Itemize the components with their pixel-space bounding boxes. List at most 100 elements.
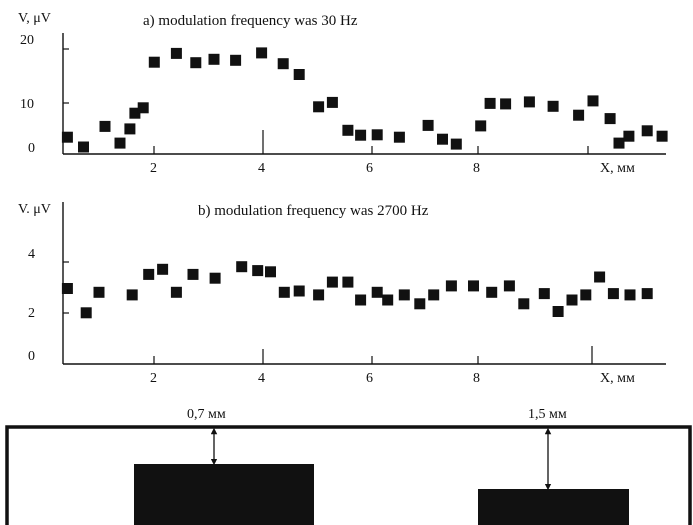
panel-b-data-point — [518, 298, 530, 310]
panel-b-data-point — [126, 289, 138, 301]
panel-a-title: a) modulation frequency was 30 Hz — [143, 13, 358, 29]
panel-a-data-point — [99, 120, 111, 132]
sample-block-left — [134, 464, 314, 525]
panel-a-data-point — [422, 119, 434, 131]
panel-b-y-ticks: 0 2 4 — [28, 247, 69, 364]
panel-a-data-point — [230, 54, 242, 66]
panel-b-data-point — [607, 288, 619, 300]
panel-a-y-tick-label: 0 — [28, 141, 35, 156]
panel-b-data-point — [580, 289, 592, 301]
panel-b-data-point — [157, 263, 169, 275]
panel-a-data-point — [371, 129, 383, 141]
panel-a-x-tick-label: 2 — [150, 161, 157, 176]
panel-b-data-point — [641, 288, 653, 300]
panel-a-data-point — [61, 131, 73, 143]
panel-a-x-tick-label: 4 — [258, 161, 265, 176]
panel-a-data-point — [656, 130, 668, 142]
panel-a-data-point — [393, 131, 405, 143]
panel-a-xlabel: X, мм — [600, 161, 635, 176]
panel-b-y-tick-label: 4 — [28, 247, 35, 262]
panel-b-data-point — [428, 289, 440, 301]
panel-b-data-point — [414, 298, 426, 310]
panel-a-data-point — [190, 57, 202, 69]
panel-a-data-point — [437, 133, 448, 145]
panel-a-data-point — [170, 47, 182, 59]
dimension-label-right: 1,5 мм — [528, 407, 567, 422]
panel-a-data-point — [587, 95, 599, 107]
panel-b-x-tick-label: 4 — [258, 371, 265, 386]
panel-b-data-point — [468, 280, 479, 292]
sample-frame — [5, 425, 692, 525]
panel-b-data-point — [313, 289, 325, 301]
panel-b-data-point — [170, 286, 182, 298]
panel-b-data-point — [143, 268, 155, 280]
panel-b-x-tick-label: 2 — [150, 371, 157, 386]
panel-b-data-point — [252, 265, 264, 277]
panel-a-data-point — [623, 130, 635, 142]
panel-a-data-point — [547, 100, 559, 112]
panel-b-data-point — [278, 286, 290, 298]
panel-a-data-point — [342, 124, 354, 136]
panel-b-data-point — [80, 307, 92, 319]
panel-a-data-point — [523, 96, 535, 108]
panel-b-x-tick-label: 6 — [366, 371, 373, 386]
panel-b-data-point — [594, 271, 606, 283]
panel-b-y-tick-label: 2 — [28, 306, 35, 321]
panel-b-data-point — [93, 286, 105, 298]
panel-b-data-point — [552, 306, 564, 317]
panel-b-data-point — [61, 283, 73, 294]
panel-a: a) modulation frequency was 30 Hz V, μV … — [18, 11, 668, 176]
panel-b-data-point — [293, 285, 305, 297]
panel-a-y-ticks: 0 10 20 — [20, 33, 69, 156]
panel-b-data-point — [236, 261, 248, 273]
panel-b-xlabel: X, мм — [600, 371, 635, 386]
panel-b-title: b) modulation frequency was 2700 Hz — [198, 203, 429, 219]
sample-block-right — [478, 489, 629, 525]
panel-b-data-point — [503, 280, 515, 292]
panel-b-data-point — [538, 288, 550, 300]
panel-b-data-point — [342, 276, 354, 288]
panel-b-data-point — [624, 289, 636, 301]
panel-a-data-point — [137, 102, 149, 114]
panel-b-data-point — [445, 280, 457, 292]
panel-a-data-point — [613, 137, 625, 149]
panel-a-data-point — [78, 141, 89, 153]
panel-a-data-point — [573, 109, 585, 121]
panel-a-data-point — [450, 138, 462, 150]
panel-b: b) modulation frequency was 2700 Hz V. μ… — [18, 202, 666, 386]
panel-a-data-point — [293, 69, 305, 80]
panel-a-y-tick-label: 10 — [20, 97, 34, 112]
panel-a-data-point — [500, 98, 512, 110]
panel-a-data-point — [641, 125, 653, 137]
panel-a-data-point — [313, 101, 325, 113]
panel-a-data-point — [277, 58, 289, 70]
panel-a-x-tick-label: 8 — [473, 161, 480, 176]
panel-a-points — [61, 47, 668, 153]
panel-b-data-point — [566, 294, 578, 306]
panel-b-ylabel: V. μV — [18, 202, 51, 217]
panel-a-x-tick-label: 6 — [366, 161, 373, 176]
panel-b-y-tick-label: 0 — [28, 349, 35, 364]
panel-b-x-tick-label: 8 — [473, 371, 480, 386]
panel-b-data-point — [398, 289, 410, 301]
panel-b-data-point — [265, 266, 276, 278]
panel-a-data-point — [129, 107, 141, 119]
panel-a-data-point — [124, 123, 136, 135]
panel-b-data-point — [382, 294, 394, 306]
panel-a-data-point — [256, 47, 268, 59]
panel-a-y-tick-label: 20 — [20, 33, 34, 48]
panel-a-data-point — [114, 137, 126, 149]
panel-b-data-point — [187, 268, 199, 280]
panel-b-data-point — [209, 272, 221, 284]
panel-b-data-point — [486, 286, 498, 298]
panel-b-data-point — [371, 286, 383, 298]
panel-a-data-point — [326, 96, 338, 108]
panel-b-data-point — [326, 276, 338, 288]
panel-a-ylabel: V, μV — [18, 11, 51, 26]
panel-a-data-point — [355, 129, 367, 141]
panel-a-data-point — [475, 120, 487, 132]
panel-a-x-ticks: 2 4 6 8 — [150, 130, 589, 176]
panel-a-data-point — [604, 113, 616, 125]
panel-b-points — [61, 261, 653, 319]
